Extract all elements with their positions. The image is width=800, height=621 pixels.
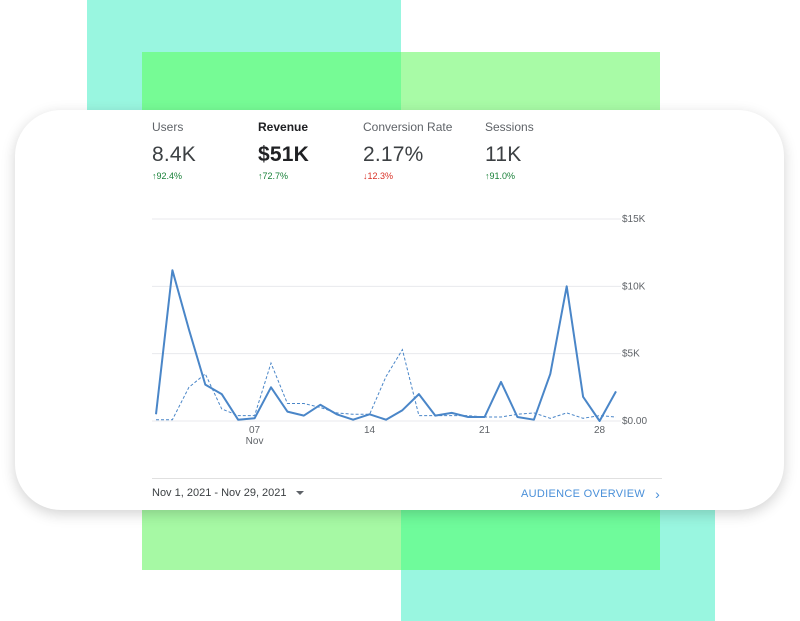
metric-conversion-rate[interactable]: Conversion Rate 2.17% ↓12.3% bbox=[363, 120, 452, 181]
x-tick-label: 21 bbox=[479, 425, 491, 436]
metric-delta: ↑92.4% bbox=[152, 171, 183, 181]
metric-label: Conversion Rate bbox=[363, 120, 453, 134]
chart-gridlines bbox=[152, 218, 621, 422]
y-tick-label: $5K bbox=[622, 349, 640, 360]
footer-divider bbox=[152, 478, 662, 479]
metric-label: Revenue bbox=[258, 120, 309, 134]
metric-value: 11K bbox=[485, 143, 522, 166]
metrics-row: Users 8.4K ↑92.4% Revenue $51K ↑72.7% Co… bbox=[152, 120, 652, 190]
comparison-series-line bbox=[156, 348, 617, 421]
audience-overview-label: AUDIENCE OVERVIEW bbox=[521, 488, 646, 500]
decor-green-overlap-top bbox=[142, 52, 401, 112]
metric-value: 8.4K bbox=[152, 143, 196, 166]
metric-value: 2.17% bbox=[363, 143, 424, 166]
decor-green-overlap-bottom bbox=[401, 505, 660, 570]
y-axis-labels: $0.00 $5K $10K $15K bbox=[622, 214, 647, 427]
metric-sessions[interactable]: Sessions 11K ↑91.0% bbox=[485, 120, 534, 181]
arrow-down-icon: ↓ bbox=[363, 171, 368, 181]
y-tick-label: $0.00 bbox=[622, 416, 647, 427]
metric-label: Sessions bbox=[485, 120, 534, 134]
x-tick-label: 07 bbox=[249, 425, 261, 436]
x-tick-label: 28 bbox=[594, 425, 606, 436]
metric-users[interactable]: Users 8.4K ↑92.4% bbox=[152, 120, 196, 181]
decor-green-light-bottom bbox=[142, 505, 401, 570]
metric-delta: ↓12.3% bbox=[363, 171, 394, 181]
chart-series bbox=[155, 269, 617, 422]
metric-value: $51K bbox=[258, 143, 310, 166]
date-range-label: Nov 1, 2021 - Nov 29, 2021 bbox=[152, 487, 287, 499]
analytics-card: Users 8.4K ↑92.4% Revenue $51K ↑72.7% Co… bbox=[15, 110, 784, 510]
date-range-selector[interactable]: Nov 1, 2021 - Nov 29, 2021 bbox=[152, 487, 304, 499]
y-tick-label: $10K bbox=[622, 281, 646, 292]
metric-delta: ↑72.7% bbox=[258, 171, 289, 181]
audience-overview-link[interactable]: AUDIENCE OVERVIEW › bbox=[521, 486, 661, 502]
arrow-up-icon: ↑ bbox=[152, 171, 157, 181]
revenue-series-line bbox=[155, 269, 617, 422]
metric-revenue[interactable]: Revenue $51K ↑72.7% bbox=[258, 120, 309, 181]
arrow-up-icon: ↑ bbox=[258, 171, 263, 181]
y-tick-label: $15K bbox=[622, 214, 646, 225]
metric-label: Users bbox=[152, 120, 184, 134]
arrow-up-icon: ↑ bbox=[485, 171, 490, 181]
chevron-right-icon: › bbox=[655, 486, 661, 502]
x-tick-label: 14 bbox=[364, 425, 376, 436]
x-tick-sublabel: Nov bbox=[246, 436, 264, 447]
metric-delta: ↑91.0% bbox=[485, 171, 516, 181]
caret-down-icon bbox=[295, 491, 304, 495]
